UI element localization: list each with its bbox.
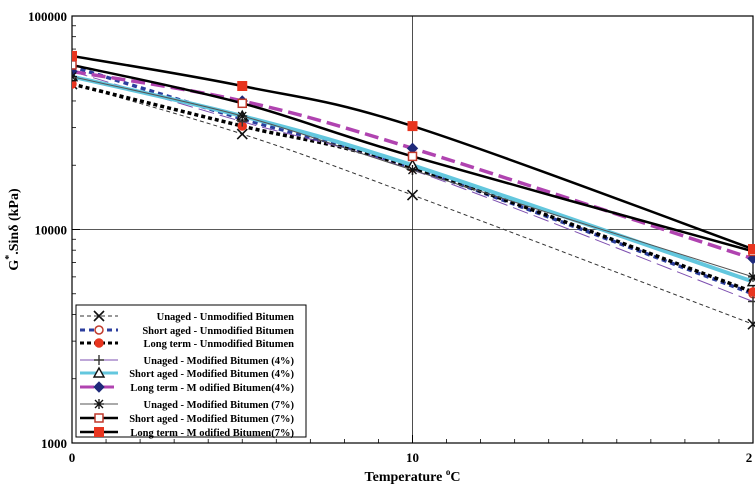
series-4: [67, 66, 755, 306]
data-point: [95, 414, 103, 422]
legend-label: Long term - M odified Bitumen(7%): [130, 428, 294, 439]
legend-label: Short aged - Modified Bitumen (7%): [129, 414, 294, 425]
legend-label: Unaged - Unmodified Bitumen: [157, 312, 295, 323]
data-point: [95, 339, 103, 347]
y-tick-label: 100000: [28, 9, 67, 24]
legend-label: Long term - Unmodified Bitumen: [144, 339, 295, 350]
legend-label: Short aged - Unmodified Bitumen: [142, 326, 294, 337]
legend-label: Unaged - Modified Bitumen (7%): [144, 400, 295, 411]
data-point: [408, 122, 417, 131]
x-tick-label: 2: [746, 450, 753, 465]
series-7: [67, 72, 755, 282]
data-point: [94, 399, 104, 409]
data-point: [749, 288, 755, 296]
data-point: [748, 319, 755, 329]
data-point: [409, 152, 417, 160]
data-point: [95, 326, 103, 334]
x-tick-label: 10: [406, 450, 419, 465]
data-point: [238, 82, 247, 91]
legend-label: Short aged - Modified Bitumen (4%): [129, 369, 294, 380]
data-point: [238, 99, 246, 107]
data-point: [749, 245, 755, 254]
data-point: [67, 72, 77, 82]
series-3: [68, 80, 755, 296]
data-point: [95, 428, 104, 437]
y-tick-label: 1000: [41, 436, 67, 451]
data-point: [68, 61, 76, 69]
legend-label: Unaged - Modified Bitumen (4%): [144, 356, 295, 367]
x-axis-label: Temperature oC: [365, 467, 461, 485]
data-point: [237, 111, 247, 121]
series-1: [67, 79, 755, 329]
data-point: [68, 51, 77, 60]
legend-label: Long term - M odified Bitumen(4%): [130, 383, 294, 394]
data-point: [408, 165, 418, 175]
y-tick-label: 10000: [35, 223, 68, 238]
y-axis-label: G*.Sinδ (kPa): [4, 188, 22, 271]
x-tick-label: 0: [69, 450, 76, 465]
